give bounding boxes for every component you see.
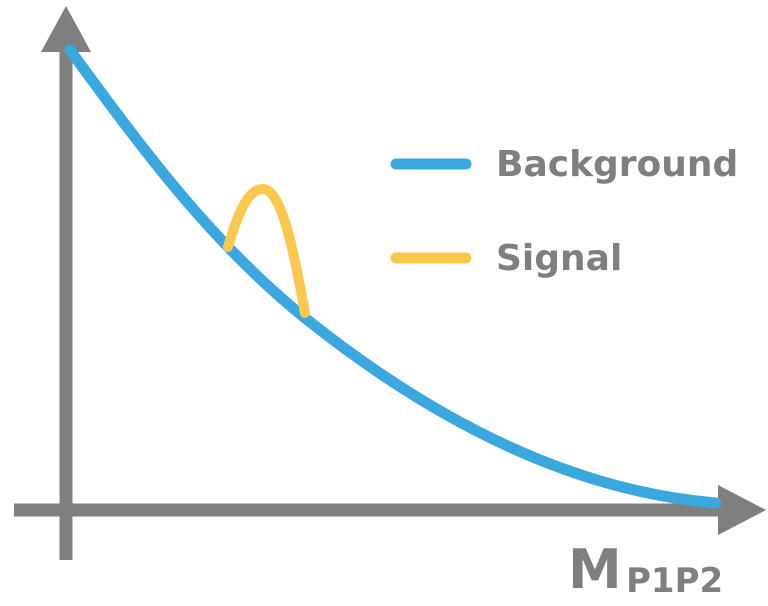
background-curve bbox=[64, 44, 722, 509]
y-axis-arrowhead bbox=[41, 6, 91, 52]
legend: Background Signal bbox=[390, 144, 738, 279]
x-axis-label-subscript: P1P2 bbox=[626, 561, 723, 601]
x-axis-label-main: M bbox=[568, 538, 622, 601]
legend-label-signal: Signal bbox=[496, 238, 622, 279]
legend-label-background: Background bbox=[496, 144, 738, 185]
x-axis-label: M P1P2 bbox=[568, 538, 723, 601]
signal-curve bbox=[223, 184, 310, 318]
x-axis-arrowhead bbox=[718, 485, 766, 535]
